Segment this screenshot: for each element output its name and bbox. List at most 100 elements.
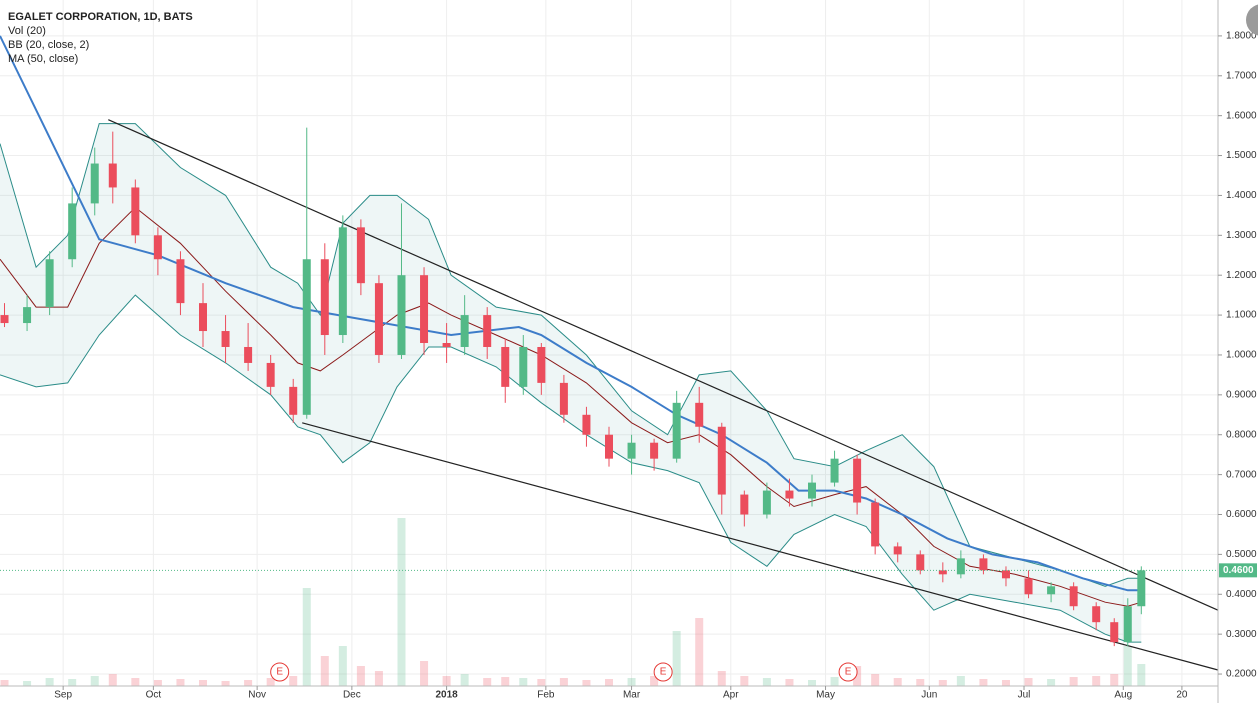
x-tick-label: May — [816, 690, 835, 701]
chart-title: EGALET CORPORATION, 1D, BATS — [8, 11, 193, 23]
x-tick-label: Sep — [54, 690, 72, 701]
volume-bar — [289, 676, 298, 686]
candle-body — [266, 362, 275, 387]
candle-body — [397, 275, 406, 355]
candle-body — [762, 490, 771, 515]
volume-bar — [108, 674, 117, 686]
volume-bar — [871, 674, 880, 686]
candle-body — [131, 187, 140, 236]
corner-button[interactable] — [1246, 4, 1258, 36]
candle-body — [785, 490, 794, 499]
last-price-tag — [1219, 563, 1257, 578]
candle-body — [672, 402, 681, 459]
y-tick-label: 1.8000 — [1226, 31, 1257, 42]
volume-bar — [1110, 674, 1119, 686]
indicator-label: Vol (20) — [8, 25, 46, 37]
x-tick-label: Jun — [921, 690, 937, 701]
trendline — [108, 119, 1219, 611]
candle-body — [605, 434, 613, 459]
y-tick-label: 1.4000 — [1226, 190, 1257, 201]
event-label: E — [660, 667, 667, 678]
volume-bar — [808, 680, 816, 686]
candle-body — [420, 275, 429, 343]
candle-body — [830, 458, 839, 483]
candle-body — [68, 203, 77, 260]
y-tick-label: 1.0000 — [1226, 350, 1257, 361]
volume-bar — [1123, 646, 1132, 686]
candle-body — [740, 494, 749, 515]
volume-bar — [650, 676, 659, 686]
x-tick-label: Mar — [623, 690, 641, 701]
event-label: E — [845, 667, 852, 678]
bb-basis — [0, 206, 1142, 607]
volume-bar — [956, 676, 965, 686]
volume-bar — [302, 588, 311, 686]
y-tick-label: 1.2000 — [1226, 270, 1257, 281]
volume-bar — [916, 679, 925, 686]
volume-bar — [483, 678, 492, 686]
candle-body — [356, 227, 365, 284]
candle-body — [559, 382, 568, 415]
candle-body — [199, 303, 207, 332]
y-tick-label: 0.7000 — [1226, 469, 1257, 480]
x-tick-label: 20 — [1176, 690, 1188, 701]
candle-body — [893, 546, 902, 555]
candle-body — [289, 386, 298, 415]
volume-bar — [68, 679, 77, 686]
y-tick-label: 0.2000 — [1226, 669, 1257, 680]
volume-bar — [695, 618, 704, 686]
candle-body — [90, 163, 99, 204]
candle-body — [338, 227, 347, 336]
y-tick-label: 0.8000 — [1226, 429, 1257, 440]
candle-body — [483, 315, 492, 347]
y-tick-label: 1.3000 — [1226, 230, 1257, 241]
candle-body — [23, 307, 32, 324]
volume-bar — [853, 666, 862, 686]
candle-body — [582, 414, 591, 435]
volume-bar — [374, 671, 383, 686]
x-tick-label: Nov — [248, 690, 266, 701]
candle-body — [45, 259, 54, 308]
candle-body — [627, 442, 636, 459]
bb-upper — [0, 123, 1142, 587]
y-tick-label: 1.6000 — [1226, 110, 1257, 121]
volume-bar — [762, 678, 771, 686]
y-tick-label: 0.6000 — [1226, 509, 1257, 520]
candle-body — [1001, 570, 1010, 579]
volume-bar — [320, 656, 329, 686]
trendline — [302, 422, 1219, 671]
candle-body — [717, 426, 726, 495]
volume-bar — [0, 680, 9, 686]
candle-body — [0, 315, 9, 324]
candle-body — [1047, 586, 1056, 595]
x-tick-label: Apr — [723, 690, 739, 701]
volume-bar — [442, 676, 451, 686]
volume-bar — [460, 674, 469, 686]
candle-body — [221, 331, 230, 347]
candle-body — [537, 346, 546, 383]
event-marker — [270, 662, 290, 682]
volume-bar — [266, 678, 275, 686]
candle-body — [695, 402, 704, 427]
indicator-label: MA (50, close) — [8, 53, 78, 65]
event-label: E — [276, 667, 283, 678]
y-tick-label: 1.5000 — [1226, 150, 1257, 161]
volume-bar — [176, 679, 185, 686]
volume-bar — [672, 631, 681, 686]
x-tick-label: Aug — [1114, 690, 1132, 701]
volume-bar — [627, 678, 636, 686]
volume-bar — [519, 678, 528, 686]
y-tick-label: 1.7000 — [1226, 70, 1257, 81]
volume-bar — [1047, 679, 1056, 686]
volume-bar — [893, 678, 902, 686]
x-tick-label: Jul — [1018, 690, 1031, 701]
volume-bar — [1092, 676, 1101, 686]
volume-bar — [90, 676, 99, 686]
volume-bar — [45, 678, 54, 686]
candle-body — [1092, 606, 1101, 623]
candle-body — [519, 346, 528, 387]
candle-body — [938, 570, 947, 575]
volume-bar — [537, 679, 546, 686]
